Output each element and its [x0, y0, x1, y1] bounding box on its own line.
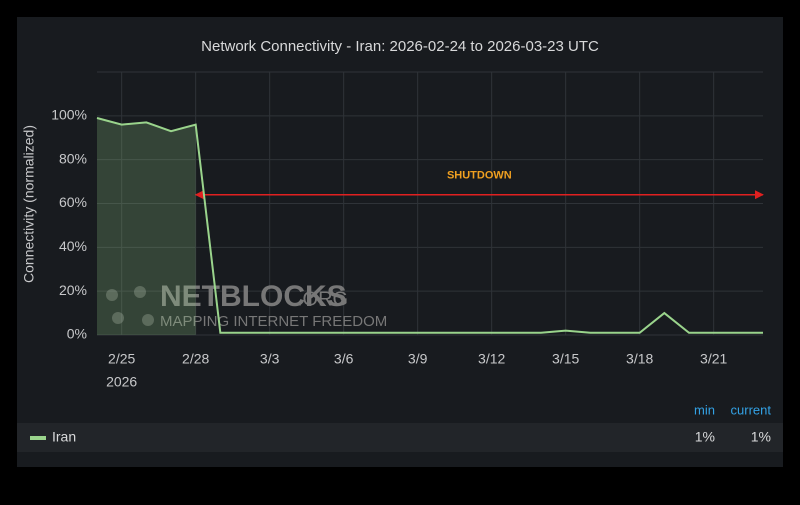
area-fill: [97, 118, 196, 336]
x-tick-label: 3/3: [260, 351, 280, 367]
watermark-dot: [106, 289, 118, 301]
x-year-label: 2026: [106, 374, 137, 390]
watermark-subtitle: MAPPING INTERNET FREEDOM: [160, 313, 387, 330]
y-tick-label: 60%: [59, 194, 87, 210]
annotation-text: SHUTDOWN: [447, 170, 512, 182]
legend-value: 1%: [751, 429, 771, 445]
x-tick-label: 2/28: [182, 351, 209, 367]
y-axis-label: Connectivity (normalized): [21, 125, 37, 283]
x-tick-label: 3/21: [700, 351, 727, 367]
x-tick-label: 3/18: [626, 351, 653, 367]
watermark-suffix: .ORG: [297, 288, 348, 310]
x-tick-label: 3/9: [408, 351, 428, 367]
legend-header: current: [731, 402, 772, 417]
watermark-dot: [134, 286, 146, 298]
legend-row: [17, 423, 783, 452]
x-tick-label: 3/6: [334, 351, 354, 367]
x-tick-label: 3/12: [478, 351, 505, 367]
legend-label: Iran: [52, 429, 76, 445]
watermark: [106, 286, 154, 326]
y-tick-label: 80%: [59, 150, 87, 166]
y-tick-label: 40%: [59, 238, 87, 254]
y-tick-label: 20%: [59, 282, 87, 298]
panel: [17, 17, 783, 467]
legend-value: 1%: [695, 429, 715, 445]
watermark-title: NETBLOCKS: [160, 280, 347, 313]
y-tick-label: 0%: [67, 326, 87, 342]
x-tick-label: 2/25: [108, 351, 135, 367]
legend-header: min: [694, 402, 715, 417]
watermark-dot: [142, 314, 154, 326]
chart-title: Network Connectivity - Iran: 2026-02-24 …: [201, 38, 599, 55]
y-tick-label: 100%: [51, 107, 87, 123]
x-tick-label: 3/15: [552, 351, 579, 367]
watermark-dot: [112, 312, 124, 324]
series-line: [96, 117, 763, 334]
